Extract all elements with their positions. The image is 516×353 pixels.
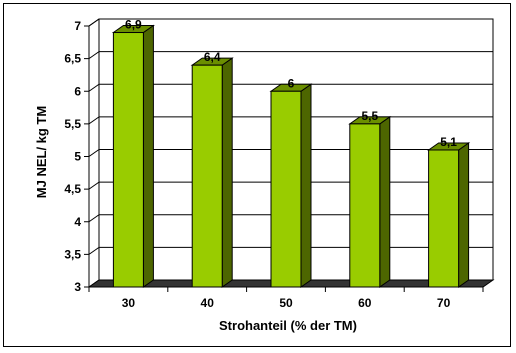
chart-frame: 6,9 6,4 6 5,5 5,1 3 3,5 4 4,5 5 5,5 6 6,5 7 30 40 50 60… xyxy=(3,3,511,347)
bar xyxy=(269,83,313,288)
bar-front xyxy=(349,123,381,288)
bar-front xyxy=(270,90,302,288)
x-tick-labels: 30 40 50 60 70 xyxy=(122,296,451,310)
x-tick-label: 30 xyxy=(122,296,136,310)
bar-side xyxy=(379,115,391,288)
bar xyxy=(190,57,234,288)
y-tick-label: 3,5 xyxy=(64,247,81,261)
y-axis-label: MJ NEL/ kg TM xyxy=(34,106,49,198)
y-tick-label: 3 xyxy=(74,280,81,294)
x-tick-label: 60 xyxy=(358,296,372,310)
gridline-wall xyxy=(88,214,100,223)
bar-front xyxy=(191,64,223,288)
value-label: 6,4 xyxy=(204,50,221,64)
bar xyxy=(427,142,471,288)
x-tick-label: 50 xyxy=(279,296,293,310)
value-label: 6 xyxy=(288,76,295,90)
gridline-wall xyxy=(88,51,100,60)
gridline-wall xyxy=(88,181,100,190)
gridline-wall xyxy=(88,83,100,92)
value-labels: 6,9 6,4 6 5,5 5,1 xyxy=(125,18,457,149)
bar-front xyxy=(112,32,144,288)
gridline-wall xyxy=(88,149,100,157)
y-axis-top xyxy=(88,18,100,27)
bars xyxy=(111,24,471,288)
gridline-wall xyxy=(88,246,100,255)
bar-front xyxy=(428,149,460,288)
bar-chart: 6,9 6,4 6 5,5 5,1 3 3,5 4 4,5 5 5,5 6 6,5 7 30 40 50 60… xyxy=(34,18,495,333)
bar xyxy=(111,24,155,288)
x-tick-label: 40 xyxy=(201,296,215,310)
bar xyxy=(348,115,392,288)
y-tick-label: 5,5 xyxy=(64,117,81,131)
bar-side xyxy=(221,57,233,288)
y-tick-label: 6,5 xyxy=(64,52,81,66)
y-tick-label: 6 xyxy=(74,84,81,98)
bar-side xyxy=(300,83,312,288)
bar-side xyxy=(142,24,154,288)
value-label: 5,1 xyxy=(440,135,457,149)
x-axis-label: Strohanteil (% der TM) xyxy=(219,318,357,333)
value-label: 5,5 xyxy=(361,109,378,123)
value-label: 6,9 xyxy=(125,18,142,32)
x-tick-label: 70 xyxy=(437,296,451,310)
y-tick-label: 5 xyxy=(74,150,81,164)
y-tick-labels: 3 3,5 4 4,5 5 5,5 6 6,5 7 xyxy=(64,19,81,294)
y-tick-label: 4 xyxy=(74,215,81,229)
gridline-wall xyxy=(88,116,100,125)
y-tick-label: 4,5 xyxy=(64,182,81,196)
y-tick-label: 7 xyxy=(74,19,81,33)
bar-side xyxy=(458,142,470,288)
